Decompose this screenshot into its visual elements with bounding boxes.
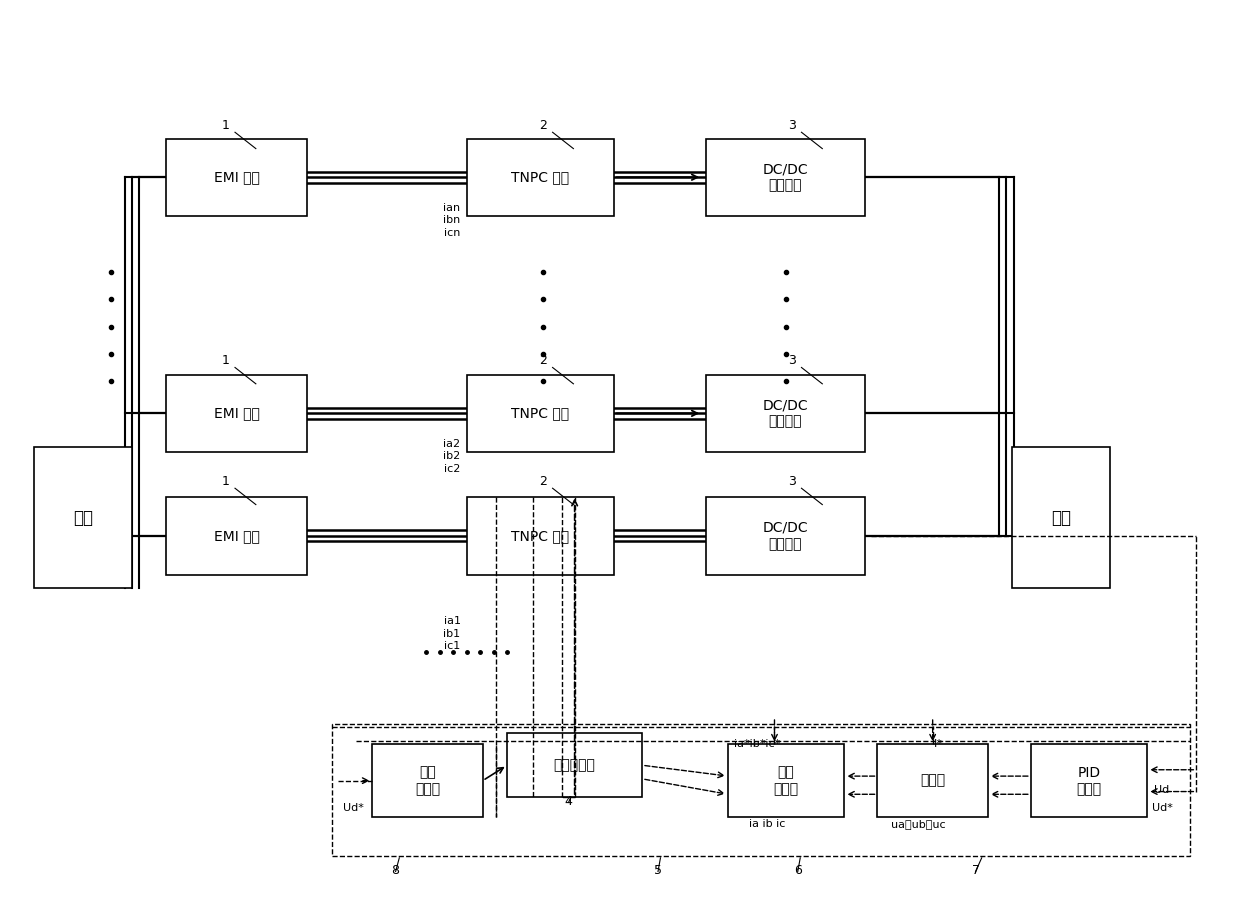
Text: Ud: Ud [1154,785,1169,795]
Text: 2: 2 [539,354,547,368]
Bar [1030,744,1147,817]
Bar [166,138,308,216]
Bar [1012,447,1111,588]
Text: 乘法器: 乘法器 [920,774,945,787]
Text: 滑环
比较器: 滑环 比较器 [774,765,799,796]
Text: DC/DC
变换电路: DC/DC 变换电路 [763,162,808,193]
Text: I*: I* [935,739,944,750]
Text: ia ib ic: ia ib ic [749,820,785,829]
Bar [166,374,308,452]
Text: 负载: 负载 [1052,509,1071,526]
Bar [507,733,642,797]
Text: 3: 3 [787,475,796,489]
Text: 1: 1 [221,354,229,368]
Bar [372,744,482,817]
Text: 电网: 电网 [73,509,93,526]
Bar [466,374,614,452]
Text: 7: 7 [972,864,980,877]
Text: 3: 3 [787,354,796,368]
Text: ua、ub、uc: ua、ub、uc [890,820,945,829]
Bar [706,374,866,452]
Text: DC/DC
变换电路: DC/DC 变换电路 [763,521,808,551]
Text: TNPC 电路: TNPC 电路 [511,529,569,543]
Text: ia*ib*ic*: ia*ib*ic* [734,739,780,750]
Text: Ud*: Ud* [1152,803,1172,813]
Text: EMI 滤波: EMI 滤波 [215,529,259,543]
Text: 8: 8 [392,864,399,877]
Text: TNPC 电路: TNPC 电路 [511,407,569,420]
Text: 1: 1 [221,119,229,132]
Text: 2: 2 [539,119,547,132]
Bar [33,447,131,588]
Bar [878,744,988,817]
Bar [466,497,614,574]
Text: Ud*: Ud* [343,803,365,813]
Text: 死区控制器: 死区控制器 [554,758,595,773]
Text: TNPC 电路: TNPC 电路 [511,171,569,184]
Bar [728,744,844,817]
Text: PID
控制器: PID 控制器 [1076,765,1101,796]
Text: 3: 3 [787,119,796,132]
Text: 2: 2 [539,475,547,489]
Text: ia1
ib1
ic1: ia1 ib1 ic1 [444,616,460,651]
Bar [166,497,308,574]
Text: DC/DC
变换电路: DC/DC 变换电路 [763,398,808,429]
Bar [706,138,866,216]
Text: 环流
控制器: 环流 控制器 [415,765,440,796]
Text: 5: 5 [653,864,662,877]
Text: EMI 滤波: EMI 滤波 [215,407,259,420]
Text: ian
ibn
icn: ian ibn icn [444,203,460,238]
Text: 4: 4 [564,795,573,808]
Text: ia2
ib2
ic2: ia2 ib2 ic2 [444,439,460,474]
Text: EMI 滤波: EMI 滤波 [215,171,259,184]
Bar [706,497,866,574]
Bar [332,725,1190,856]
Text: 6: 6 [794,864,802,877]
Bar [466,138,614,216]
Text: 1: 1 [221,475,229,489]
